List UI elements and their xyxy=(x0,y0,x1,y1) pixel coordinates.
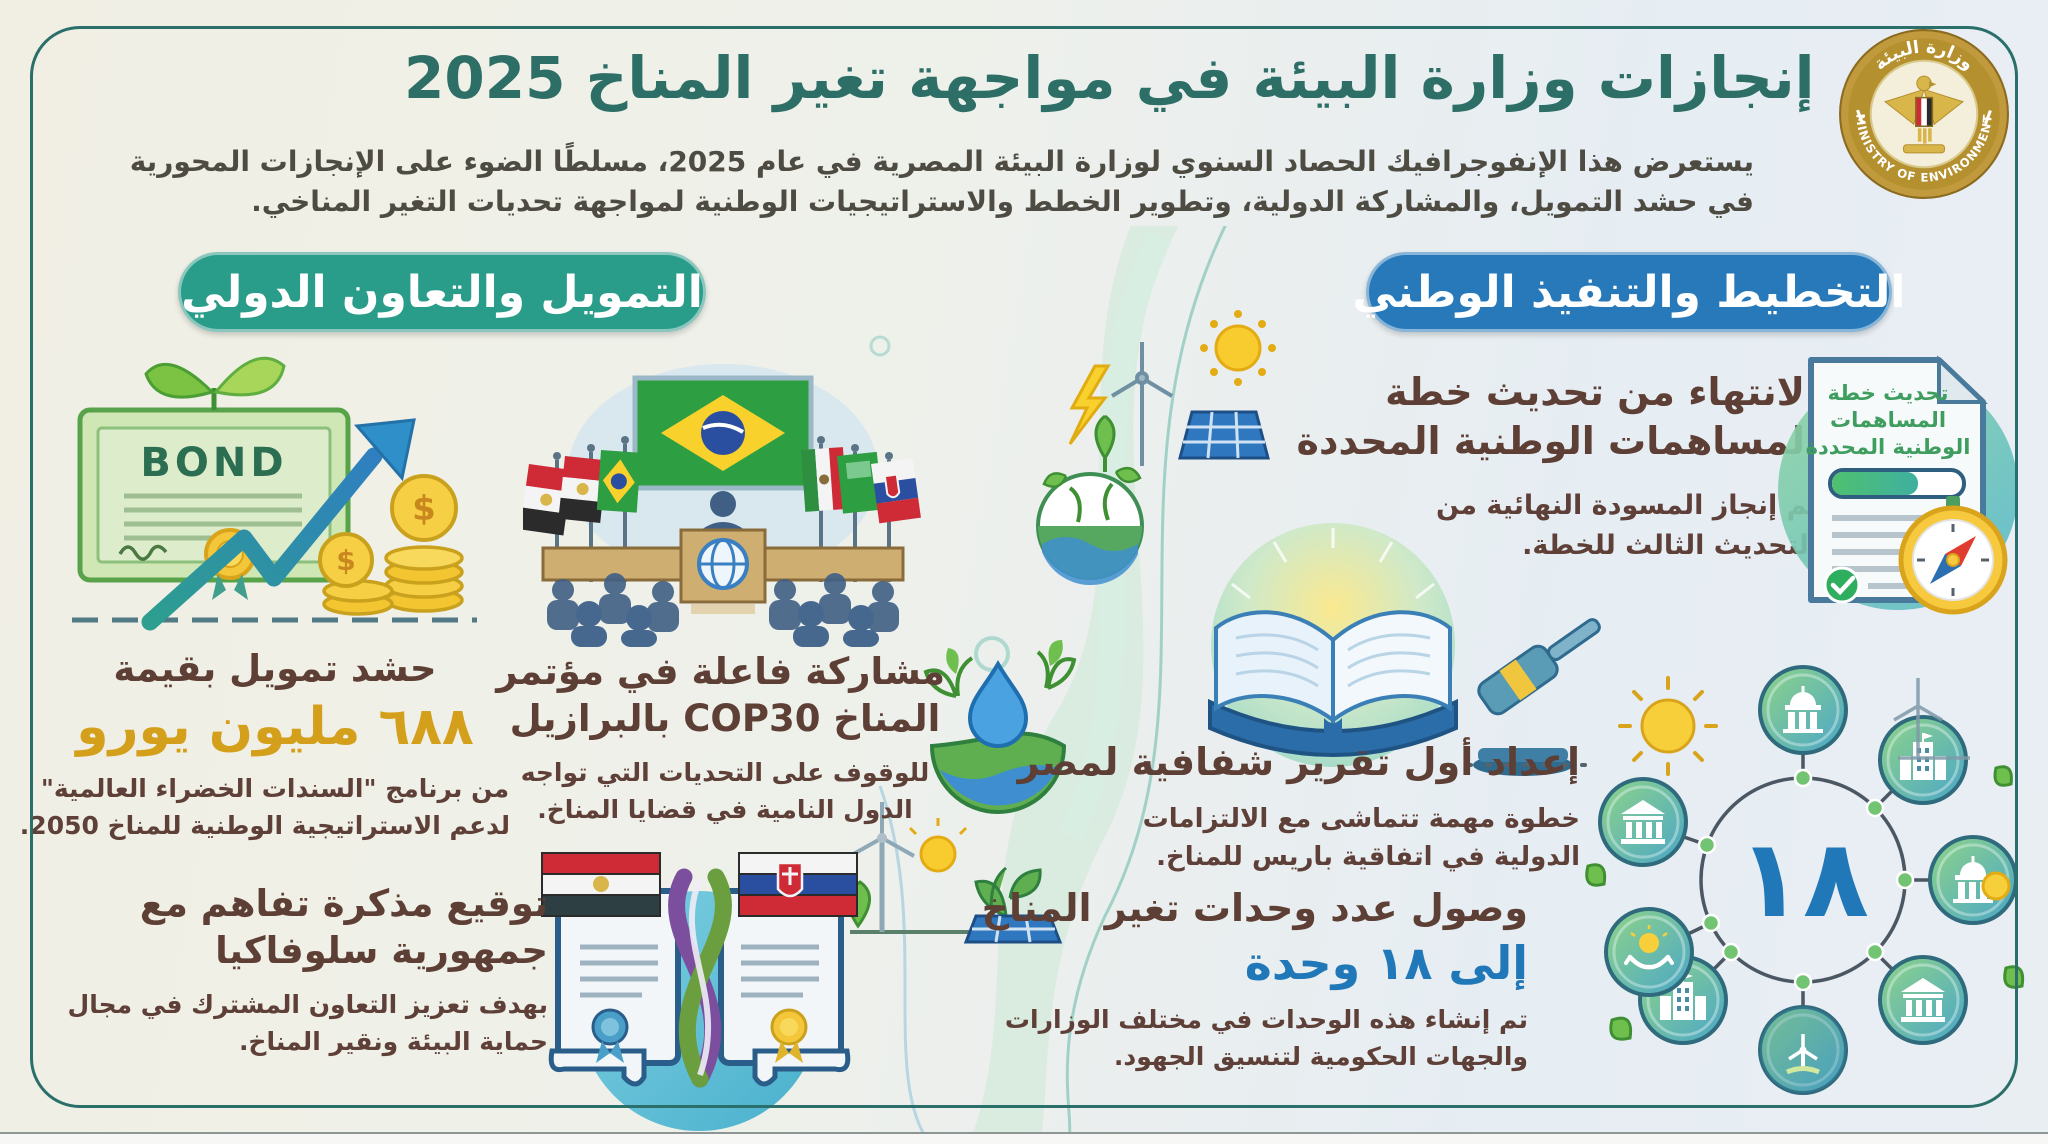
compass-icon xyxy=(1898,496,2008,615)
units-network-illustration: ١٨ xyxy=(1585,665,2025,1095)
lightning-icon xyxy=(1068,364,1111,445)
unit-node-turbine xyxy=(1758,1005,1848,1095)
transparency-text-block: إعداد أول تقرير شفافية لمصر خطوة مهمة تت… xyxy=(1017,738,1580,875)
transparency-heading: إعداد أول تقرير شفافية لمصر xyxy=(1017,740,1580,784)
units-body-line2: والجهات الحكومية لتنسيق الجهود. xyxy=(1113,1042,1528,1072)
mou-scrolls-icon xyxy=(541,852,858,1088)
dollar-glyph: $ xyxy=(412,489,436,529)
unit-node-dome xyxy=(1758,665,1848,755)
unit-node-building xyxy=(1878,715,1968,805)
network-sun-icon xyxy=(1618,676,1718,776)
network-dots xyxy=(1697,768,1915,992)
network-turbine-icon xyxy=(1893,678,1970,760)
egypt-eagle-icon xyxy=(1884,75,1964,154)
gavel-icon xyxy=(1466,618,1601,776)
check-icon xyxy=(1823,566,1861,604)
page-subtitle-line2: في حشد التمويل، والمشاركة الدولية، وتطوي… xyxy=(251,185,1754,218)
growth-arrow-icon xyxy=(141,418,416,631)
ribbon-twist-icon xyxy=(668,868,732,1088)
decorative-swoosh xyxy=(847,226,1276,1144)
mou-body-line2: حماية البيئة ونقير المناخ. xyxy=(238,1026,548,1056)
mou-text-block: توقيع مذكرة تفاهم مع جمهورية سلوفاكيا به… xyxy=(67,880,548,1059)
leaves-icon xyxy=(144,356,286,410)
funding-heading: حشد تمويل بقيمة xyxy=(113,647,437,690)
swoosh-line xyxy=(1059,226,1227,1144)
cop30-text-block: مشاركة فاعلة في مؤتمر المناخ COP30 بالبر… xyxy=(496,648,945,827)
small-sun-icon xyxy=(1981,871,2011,901)
renewables-cluster-icon xyxy=(847,802,1063,944)
water-drop-icon xyxy=(923,640,1077,814)
leaf-icons xyxy=(1585,765,2025,1041)
section-pill-finance: التمويل والتعاون الدولي xyxy=(178,252,706,332)
units-body-line1: تم إنشاء هذه الوحدات في مختلف الوزارات xyxy=(1004,1005,1528,1035)
transparency-body-line2: الدولية في اتفاقية باريس للمناخ. xyxy=(1156,842,1580,873)
funding-text-block: حشد تمويل بقيمة ٦٨٨ مليون يورو من برنامج… xyxy=(19,645,510,843)
open-book-icon xyxy=(1208,610,1458,757)
bottom-strip xyxy=(0,1132,2048,1144)
progress-bar xyxy=(1828,468,1966,499)
ndc-body-line1: تم إنجاز المسودة النهائية من xyxy=(1435,490,1818,522)
right-flags-icons xyxy=(801,436,921,582)
tree-icon xyxy=(1094,414,1116,472)
bubble-icon xyxy=(974,636,1010,672)
sun-icon xyxy=(1200,310,1276,386)
page-subtitle-line1: يستعرض هذا الإنفوجرافيك الحصاد السنوي لو… xyxy=(129,145,1754,178)
doc-title-line3: الوطنية المحددة xyxy=(1806,435,1971,459)
unit-node-temple xyxy=(1598,777,1688,867)
ndc-text-block: الانتهاء من تحديث خطة المساهمات الوطنية … xyxy=(1296,368,1818,565)
unit-node-temple xyxy=(1878,955,1968,1045)
audience-icons xyxy=(547,573,899,647)
bond-label: BOND xyxy=(140,440,287,486)
solar-panel-icon xyxy=(1178,410,1270,460)
slovakia-flag-icon xyxy=(738,852,858,917)
transparency-body-line1: خطوة مهمة تتماشى مع الالتزامات xyxy=(1142,803,1580,834)
ministry-logo: وزارة البيئة MINISTRY OF ENVIRONMENT xyxy=(1839,29,2009,199)
egypt-flag-icon xyxy=(541,852,661,917)
left-flags-icons xyxy=(523,436,641,582)
ndc-heading-line2: المساهمات الوطنية المحددة xyxy=(1296,418,1818,463)
mou-illustration xyxy=(541,852,858,1131)
ndc-heading-line1: الانتهاء من تحديث خطة xyxy=(1385,370,1818,414)
cop30-body-line1: للوقوف على التحديات التي تواجه xyxy=(520,757,930,787)
coins-icon: $ $ xyxy=(318,474,464,616)
mou-heading-line2: جمهورية سلوفاكيا xyxy=(215,929,548,973)
transparency-illustration xyxy=(1208,523,1601,776)
units-count: ١٨ xyxy=(1737,817,1869,942)
units-text-block: وصول عدد وحدات تغير المناخ إلى ١٨ وحدة ت… xyxy=(981,884,1528,1074)
wind-turbine-icon xyxy=(1110,342,1174,466)
ndc-document-illustration: تحديث خطة المساهمات الوطنية المحددة xyxy=(1778,355,2018,615)
funding-amount: ٦٨٨ مليون يورو xyxy=(76,697,474,758)
mou-heading-line1: توقيع مذكرة تفاهم مع xyxy=(139,882,548,925)
funding-body-line1: من برنامج "السندات الخضراء العالمية" xyxy=(40,773,510,803)
doc-title-line2: المساهمات xyxy=(1830,408,1946,432)
mou-body-line1: بهدف تعزيز التعاون المشترك في مجال xyxy=(67,989,548,1019)
cop30-body-line2: الدول النامية في قضايا المناخ. xyxy=(537,794,913,824)
bond-illustration: BOND xyxy=(72,356,477,631)
green-flag-icon xyxy=(837,451,883,514)
dollar-glyph: $ xyxy=(336,544,355,577)
ndc-body-line2: التحديث الثالث للخطة. xyxy=(1522,530,1818,562)
unit-node-hands xyxy=(1604,907,1694,997)
podium-icon xyxy=(541,491,905,614)
section-pill-planning: التخطيط والتنفيذ الوطني xyxy=(1353,252,1905,332)
doc-title-line1: تحديث خطة xyxy=(1828,381,1949,405)
units-heading: وصول عدد وحدات تغير المناخ xyxy=(981,886,1528,930)
funding-body-line2: لدعم الاستراتيجية الوطنية للمناخ 2050. xyxy=(19,810,510,840)
green-globe-icon xyxy=(1036,466,1144,586)
cop30-heading-line1: مشاركة فاعلة في مؤتمر xyxy=(496,650,945,693)
units-highlight: إلى ١٨ وحدة xyxy=(1244,935,1528,990)
cop30-illustration xyxy=(523,364,921,647)
bubble-icon xyxy=(869,335,891,357)
brazil-flag-icon xyxy=(632,375,814,491)
slovakia-flag-icon xyxy=(871,458,921,524)
cop30-heading-line2: المناخ COP30 بالبرازيل xyxy=(509,697,941,741)
page-title: إنجازات وزارة البيئة في مواجهة تغير المن… xyxy=(404,44,1815,112)
swoosh-line-left xyxy=(878,785,932,1144)
